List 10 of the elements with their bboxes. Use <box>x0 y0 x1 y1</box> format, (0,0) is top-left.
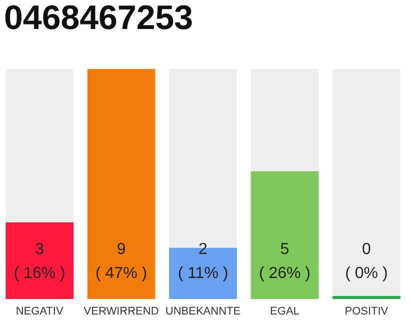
data-label: 5 ( 26% ) <box>258 241 311 282</box>
chart-title: 0468467253 <box>4 0 194 37</box>
x-tick-label: EGAL <box>270 306 300 318</box>
data-label: 3 ( 16% ) <box>14 241 66 282</box>
x-tick-label: POSITIV <box>344 306 389 318</box>
x-tick-label: NEGATIV <box>16 306 64 318</box>
x-tick-label: VERWIRREND <box>84 306 159 318</box>
data-label: 9 ( 47% ) <box>95 241 148 282</box>
data-label: 0 ( 0% ) <box>345 241 388 282</box>
x-tick-label: UNBEKANNTE <box>165 306 241 318</box>
